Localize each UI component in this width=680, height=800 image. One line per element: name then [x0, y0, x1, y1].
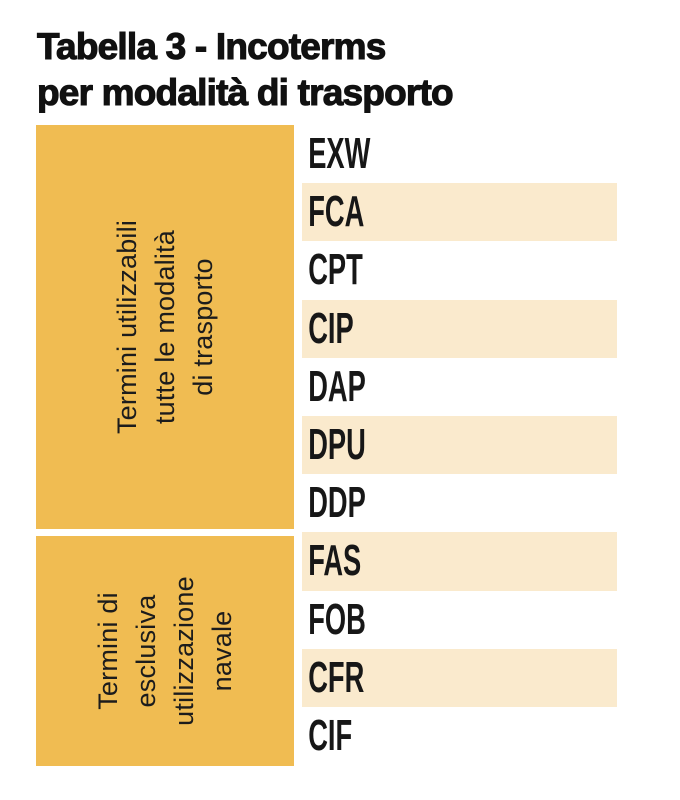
- incoterm-row-fca: FCA: [302, 183, 617, 242]
- incoterm-code-label: DDP: [308, 478, 366, 528]
- figure-title-line1: Tabella 3 - Incoterms: [36, 25, 386, 67]
- incoterm-row-fob: FOB: [302, 590, 617, 649]
- incoterm-row-fas: FAS: [302, 532, 617, 591]
- group-label-all-transport-modes: Termini utilizzabili tutte le modalità d…: [112, 219, 218, 435]
- incoterm-rows: EXW FCA CPT CIP DAP DPU DDP FAS FOB CFR CIF: [302, 125, 617, 766]
- incoterm-code-label: CIP: [308, 303, 354, 353]
- figure-title: Tabella 3 - Incoterms per modalità di tr…: [36, 24, 454, 116]
- incoterm-row-cfr: CFR: [302, 648, 617, 707]
- incoterm-row-cpt: CPT: [302, 241, 617, 300]
- incoterms-table: Termini utilizzabili tutte le modalità d…: [36, 125, 617, 768]
- group-label-sea-only: Termini di esclusiva utilizzazione naval…: [93, 576, 237, 726]
- incoterm-row-exw: EXW: [302, 125, 617, 184]
- incoterm-code-label: EXW: [308, 129, 371, 179]
- incoterm-row-ddp: DDP: [302, 474, 617, 533]
- incoterm-code-label: CPT: [308, 245, 363, 295]
- incoterm-code-label: DAP: [308, 361, 366, 411]
- incoterm-row-dap: DAP: [302, 357, 617, 416]
- incoterm-code-label: DPU: [308, 420, 366, 470]
- group-block-all-transport-modes: Termini utilizzabili tutte le modalità d…: [36, 125, 294, 529]
- incoterm-row-cif: CIF: [302, 706, 617, 766]
- incoterm-code-label: FAS: [308, 536, 362, 586]
- incoterm-code-label: CFR: [308, 652, 365, 702]
- incoterm-code-label: FOB: [308, 594, 366, 644]
- incoterm-row-dpu: DPU: [302, 415, 617, 475]
- incoterm-code-label: FCA: [308, 187, 365, 237]
- incoterm-row-cip: CIP: [302, 299, 617, 358]
- incoterm-code-label: CIF: [308, 710, 353, 760]
- figure-title-line2: per modalità di trasporto: [36, 71, 454, 113]
- group-block-sea-only: Termini di esclusiva utilizzazione naval…: [36, 536, 294, 766]
